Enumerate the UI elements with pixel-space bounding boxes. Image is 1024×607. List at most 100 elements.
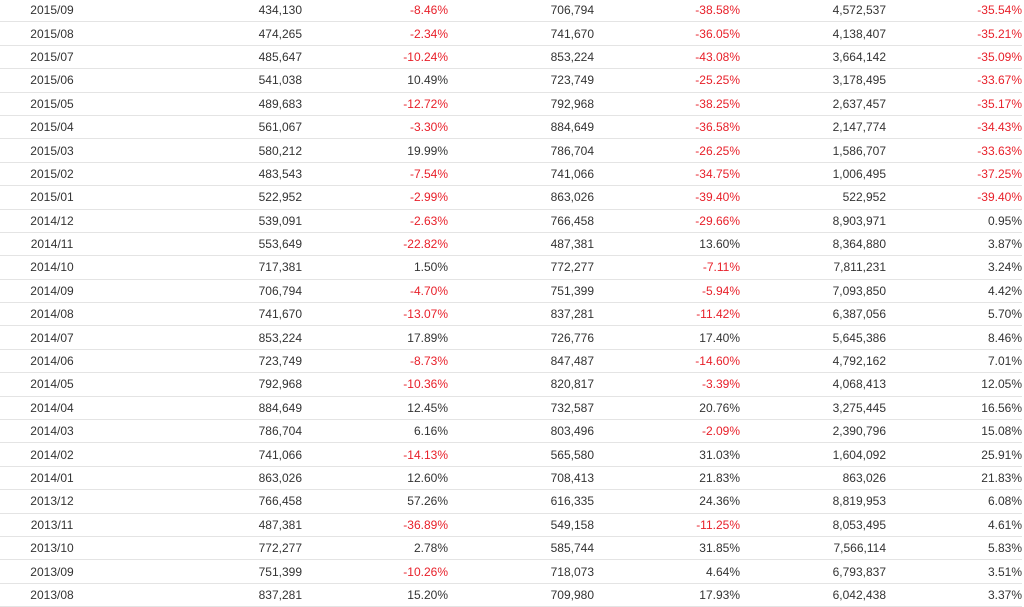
cell-cumulative: 2,390,796 [740,419,886,444]
cell-month: 2013/09 [0,559,104,584]
table-row: 2014/10 717,381 1.50% 772,277 -7.11% 7,811,23… [0,255,1022,280]
cell-change-b: -11.25% [594,513,740,537]
cell-month: 2015/07 [0,45,104,70]
cell-value-b: 732,587 [448,396,594,421]
cell-value-a: 539,091 [104,209,302,233]
cell-cumulative-change: 3.24% [886,255,1022,280]
cell-cumulative: 1,006,495 [740,162,886,187]
cell-change-a: -10.36% [302,372,448,397]
cell-month: 2014/02 [0,442,104,467]
table-row: 2013/09 751,399 -10.26% 718,073 4.64% 6,793,8… [0,559,1022,584]
cell-value-b: 853,224 [448,45,594,70]
table-row: 2015/03 580,212 19.99% 786,704 -26.25% 1,586,… [0,138,1022,163]
cell-cumulative: 522,952 [740,185,886,210]
cell-value-a: 837,281 [104,583,302,607]
cell-change-b: -5.94% [594,279,740,304]
cell-cumulative: 2,637,457 [740,92,886,116]
cell-change-a: -3.30% [302,115,448,140]
cell-cumulative-change: -33.63% [886,138,1022,163]
cell-change-a: 15.20% [302,583,448,607]
cell-value-b: 766,458 [448,209,594,233]
cell-change-b: 4.64% [594,559,740,584]
cell-value-b: 549,158 [448,513,594,537]
cell-cumulative-change: 15.08% [886,419,1022,444]
cell-value-a: 766,458 [104,489,302,514]
cell-cumulative-change: -37.25% [886,162,1022,187]
cell-cumulative-change: 4.42% [886,279,1022,304]
cell-change-a: 12.45% [302,396,448,421]
cell-change-a: -8.46% [302,0,448,23]
cell-month: 2015/08 [0,21,104,46]
cell-change-a: -36.89% [302,513,448,537]
cell-cumulative-change: 16.56% [886,396,1022,421]
cell-value-a: 741,670 [104,302,302,327]
cell-value-b: 741,066 [448,162,594,187]
cell-change-b: 20.76% [594,396,740,421]
cell-change-a: -14.13% [302,442,448,467]
table-row: 2014/12 539,091 -2.63% 766,458 -29.66% 8,903,… [0,209,1022,233]
cell-value-a: 786,704 [104,419,302,444]
cell-value-a: 717,381 [104,255,302,280]
cell-cumulative-change: 8.46% [886,325,1022,350]
cell-cumulative-change: 3.87% [886,232,1022,257]
cell-value-b: 772,277 [448,255,594,280]
cell-cumulative-change: -33.67% [886,68,1022,93]
cell-cumulative-change: -35.09% [886,45,1022,70]
cell-value-b: 585,744 [448,536,594,561]
table-row: 2014/04 884,649 12.45% 732,587 20.76% 3,275,4… [0,396,1022,421]
cell-month: 2014/10 [0,255,104,280]
cell-value-b: 884,649 [448,115,594,140]
table-row: 2015/01 522,952 -2.99% 863,026 -39.40% 522,95… [0,185,1022,210]
table-row: 2014/01 863,026 12.60% 708,413 21.83% 863,026… [0,466,1022,491]
table-row: 2014/07 853,224 17.89% 726,776 17.40% 5,645,3… [0,325,1022,350]
cell-month: 2014/11 [0,232,104,257]
cell-change-b: -38.58% [594,0,740,23]
cell-change-b: 31.03% [594,442,740,467]
cell-change-a: 12.60% [302,466,448,491]
table-row: 2015/04 561,067 -3.30% 884,649 -36.58% 2,147,… [0,115,1022,140]
table-row: 2014/06 723,749 -8.73% 847,487 -14.60% 4,792,… [0,349,1022,374]
cell-month: 2015/09 [0,0,104,23]
cell-change-b: 31.85% [594,536,740,561]
table-row: 2015/08 474,265 -2.34% 741,670 -36.05% 4,138,… [0,21,1022,46]
cell-value-b: 708,413 [448,466,594,491]
cell-value-a: 741,066 [104,442,302,467]
cell-change-a: -2.34% [302,21,448,46]
cell-change-b: -25.25% [594,68,740,93]
cell-cumulative-change: 25.91% [886,442,1022,467]
cell-cumulative: 6,387,056 [740,302,886,327]
cell-cumulative: 8,819,953 [740,489,886,514]
cell-change-b: -7.11% [594,255,740,280]
cell-month: 2015/01 [0,185,104,210]
cell-value-a: 580,212 [104,138,302,163]
cell-change-b: -43.08% [594,45,740,70]
cell-value-a: 792,968 [104,372,302,397]
cell-cumulative-change: 21.83% [886,466,1022,491]
cell-month: 2015/03 [0,138,104,163]
cell-cumulative: 4,068,413 [740,372,886,397]
cell-value-b: 706,794 [448,0,594,23]
cell-change-b: 24.36% [594,489,740,514]
cell-change-b: -26.25% [594,138,740,163]
cell-cumulative-change: 3.37% [886,583,1022,607]
cell-change-b: -34.75% [594,162,740,187]
cell-change-a: -13.07% [302,302,448,327]
cell-change-a: -10.26% [302,559,448,584]
cell-month: 2013/10 [0,536,104,561]
cell-cumulative-change: 12.05% [886,372,1022,397]
cell-value-b: 718,073 [448,559,594,584]
cell-cumulative-change: -34.43% [886,115,1022,140]
table-row: 2014/02 741,066 -14.13% 565,580 31.03% 1,604,… [0,442,1022,467]
cell-cumulative: 2,147,774 [740,115,886,140]
cell-month: 2014/06 [0,349,104,374]
cell-value-a: 561,067 [104,115,302,140]
cell-cumulative: 6,793,837 [740,559,886,584]
cell-value-a: 853,224 [104,325,302,350]
cell-value-b: 847,487 [448,349,594,374]
cell-value-a: 706,794 [104,279,302,304]
cell-cumulative: 5,645,386 [740,325,886,350]
cell-cumulative: 3,664,142 [740,45,886,70]
table-row: 2015/09 434,130 -8.46% 706,794 -38.58% 4,572,… [0,0,1022,23]
cell-change-a: -12.72% [302,92,448,116]
cell-cumulative: 863,026 [740,466,886,491]
